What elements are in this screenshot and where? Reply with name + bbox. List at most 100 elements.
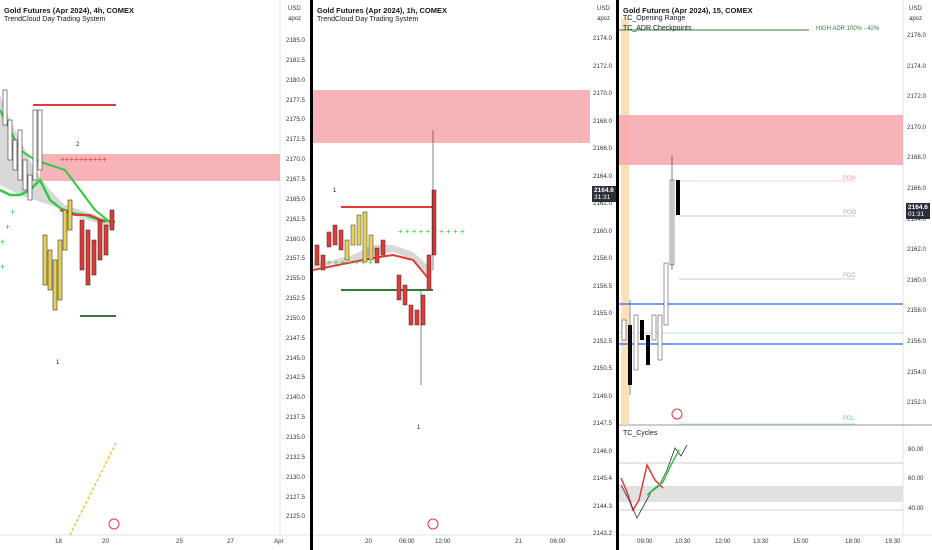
price-tick: 2167.5 <box>286 175 305 183</box>
time-tick: 09:00 <box>637 538 653 545</box>
svg-text:+ + + + + + + + +: + + + + + + + + + <box>313 258 373 267</box>
svg-text:+: + <box>0 237 5 247</box>
time-tick: 19:30 <box>885 538 901 545</box>
time-tick: 20 <box>365 538 372 545</box>
svg-text:++++++++++: ++++++++++ <box>60 155 107 164</box>
price-tick: 2152.0 <box>907 399 926 407</box>
price-tick: 2165.0 <box>286 195 305 203</box>
time-tick: 13:30 <box>753 538 769 545</box>
chart-pane-4h[interactable]: ++++++++++ + + + + Gold Futures (Apr 202… <box>0 0 310 550</box>
lightning-icon <box>108 518 120 530</box>
lightning-icon <box>427 518 439 530</box>
time-tick: Apr <box>274 538 284 545</box>
price-tick: 2132.5 <box>286 453 305 461</box>
price-tick: 2176.0 <box>907 32 926 39</box>
price-tick: 2140.0 <box>286 394 305 402</box>
price-tick: 2160.0 <box>593 227 612 235</box>
time-tick: 06:00 <box>550 538 566 545</box>
price-tick: 2146.0 <box>593 447 612 455</box>
time-tick: 18 <box>55 538 62 545</box>
candles-1h <box>314 189 437 326</box>
cycles-tick: 60.00 <box>908 475 924 482</box>
svg-text:+ + + + + + + + + +: + + + + + + + + + + <box>398 227 465 236</box>
price-tick: 2168.0 <box>907 154 926 162</box>
cycles-tick: 80.00 <box>908 446 924 453</box>
level-pdh: PDH <box>843 176 856 182</box>
pane-separator[interactable] <box>616 0 619 550</box>
price-tick: 2142.5 <box>286 374 305 382</box>
cycles-label: TC_Cycles <box>623 430 658 437</box>
price-tick: 2125.0 <box>286 513 305 521</box>
chart-15m-canvas[interactable] <box>619 0 932 550</box>
supply-zone <box>313 90 590 143</box>
price-tick: 2150.5 <box>593 365 612 372</box>
candles-4h <box>2 89 115 311</box>
pane-separator[interactable] <box>310 0 313 550</box>
chart-title: Gold Futures (Apr 2024), 4h, COMEX <box>4 6 135 15</box>
annotation-2: 2 <box>76 142 80 148</box>
price-tick: 2164.0 <box>907 215 926 223</box>
price-tick: 2158.0 <box>907 307 926 315</box>
price-tick: 2156.5 <box>593 282 612 290</box>
currency-label: USD <box>909 6 922 12</box>
price-tick: 2162.0 <box>907 246 926 254</box>
price-tick: 2168.0 <box>593 117 612 125</box>
time-tick: 25 <box>176 538 183 545</box>
price-tick: 2170.0 <box>907 123 926 131</box>
price-tick: 2158.0 <box>593 255 612 262</box>
currency-label: USD <box>597 6 610 12</box>
price-tick: 2185.0 <box>286 37 305 44</box>
svg-text:+: + <box>0 262 5 272</box>
price-tick: 2145.4 <box>593 475 612 482</box>
price-tick: 2174.0 <box>593 35 612 42</box>
price-tick: 2160.0 <box>907 276 926 284</box>
apoz-label: apoz <box>909 16 923 22</box>
price-tick: 2170.0 <box>593 90 612 97</box>
price-tick: 2145.0 <box>286 354 305 362</box>
time-tick: 15:00 <box>793 538 809 545</box>
chart-pane-15m[interactable]: Gold Futures (Apr 2024), 15, COMEX TC_Op… <box>619 0 932 550</box>
annotation-1b: 1 <box>417 425 421 431</box>
indicator-label: TrendCloud Day Trading System <box>4 16 106 23</box>
supply-zone <box>40 154 280 181</box>
price-tick: 2172.5 <box>286 136 305 144</box>
chart-pane-1h[interactable]: + + + + + + + + + + + + + + + + + + + <box>313 0 616 550</box>
indicator-label-1: TC_Opening Range <box>623 15 686 22</box>
level-poo: POO <box>843 210 857 216</box>
price-tick: 2147.5 <box>593 420 612 427</box>
lightning-icon <box>671 408 683 420</box>
time-tick: 27 <box>227 538 234 545</box>
last-price-tag: 2164.6 01:31 <box>906 203 930 219</box>
price-tick: 2157.5 <box>286 255 305 263</box>
price-tick: 2150.0 <box>286 314 305 322</box>
time-tick: 18:00 <box>845 538 861 545</box>
price-tick: 2170.0 <box>286 156 305 164</box>
candles-15m <box>621 179 680 385</box>
chart-4h-canvas[interactable]: ++++++++++ + + + + <box>0 0 310 550</box>
chart-title: Gold Futures (Apr 2024), 15, COMEX <box>623 6 753 15</box>
price-tick: 2164.0 <box>593 172 612 180</box>
chart-1h-canvas[interactable]: + + + + + + + + + + + + + + + + + + + <box>313 0 616 550</box>
price-tick: 2156.0 <box>907 338 926 345</box>
price-tick: 2174.0 <box>907 62 926 70</box>
price-tick: 2149.0 <box>593 392 612 400</box>
price-tick: 2162.0 <box>593 200 612 207</box>
price-tick: 2172.0 <box>593 62 612 70</box>
price-tick: 2180.0 <box>286 76 305 84</box>
price-tick: 2154.0 <box>907 368 926 376</box>
price-tick: 2152.5 <box>286 295 305 303</box>
svg-text:+: + <box>5 222 10 232</box>
apoz-label: apoz <box>597 16 611 22</box>
cycles-tick: 40.00 <box>908 505 924 512</box>
price-tick: 2166.0 <box>907 185 926 192</box>
time-tick: 12:00 <box>715 538 731 545</box>
price-tick: 2175.0 <box>286 116 305 124</box>
price-tick: 2127.5 <box>286 493 305 501</box>
annotation-1: 1 <box>333 188 337 194</box>
price-tick: 2177.5 <box>286 96 305 104</box>
price-tick: 2162.5 <box>286 215 305 223</box>
price-tick: 2152.5 <box>593 337 612 345</box>
chart-title: Gold Futures (Apr 2024), 1h, COMEX <box>317 6 448 15</box>
annotation-1: 1 <box>56 360 60 366</box>
time-tick: 21 <box>515 538 522 545</box>
